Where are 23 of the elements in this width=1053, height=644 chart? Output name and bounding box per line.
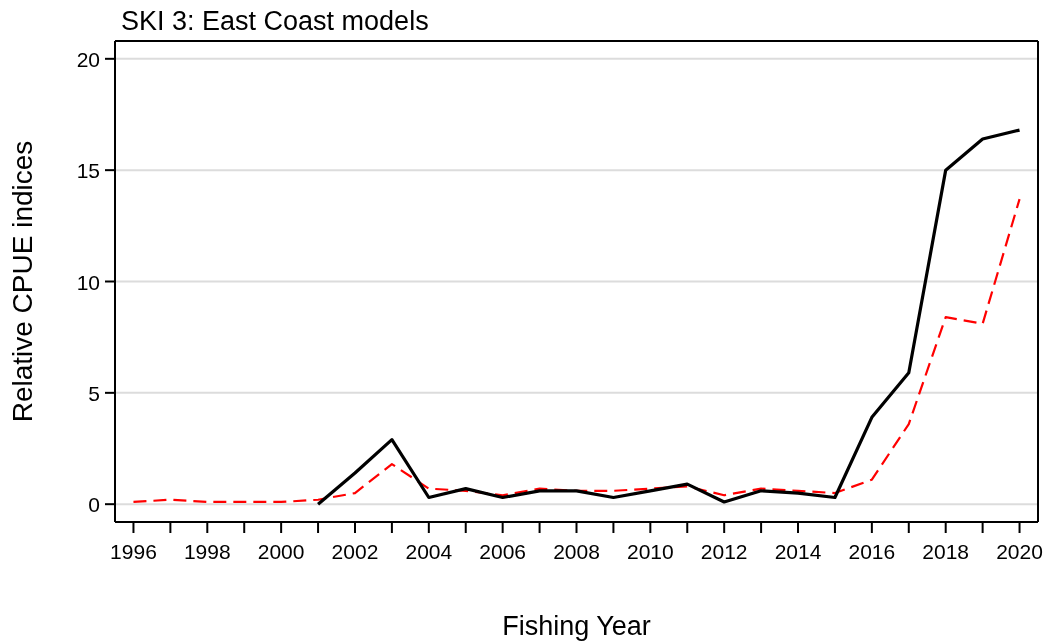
y-tick-label: 10 bbox=[76, 270, 100, 293]
x-tick-label: 2020 bbox=[996, 540, 1043, 563]
chart-title: SKI 3: East Coast models bbox=[121, 5, 429, 37]
x-tick-label: 2016 bbox=[848, 540, 896, 563]
x-tick-label: 2004 bbox=[405, 540, 453, 563]
y-tick-label: 15 bbox=[76, 158, 100, 182]
x-tick-label: 2012 bbox=[700, 540, 748, 563]
x-axis-title: Fishing Year bbox=[502, 611, 651, 641]
x-tick-label: 1996 bbox=[110, 540, 157, 563]
line-series bbox=[132, 198, 1021, 504]
x-tick-label: 2006 bbox=[479, 540, 527, 563]
x-tick-label: 2000 bbox=[257, 540, 305, 563]
y-tick-label: 5 bbox=[88, 381, 100, 405]
x-tick-label: 2010 bbox=[626, 540, 674, 563]
x-tick-label: 2014 bbox=[774, 540, 822, 563]
y-axis-title: Relative CPUE indices bbox=[6, 140, 38, 423]
line-series bbox=[316, 128, 1022, 506]
x-tick-label: 1998 bbox=[183, 540, 231, 563]
y-tick-label: 0 bbox=[88, 492, 100, 516]
x-tick-label: 2008 bbox=[553, 540, 600, 563]
x-tick-label: 2002 bbox=[331, 540, 379, 563]
y-tick-label: 20 bbox=[76, 47, 100, 71]
x-tick-label: 2018 bbox=[922, 540, 970, 563]
